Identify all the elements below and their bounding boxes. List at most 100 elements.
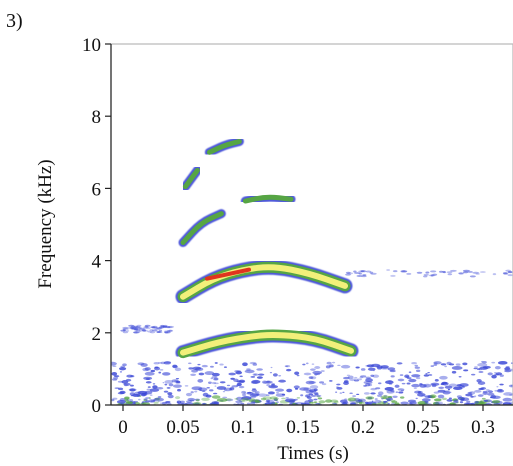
noise-speck	[124, 397, 130, 401]
noise-speck	[275, 392, 279, 394]
noise-speck	[257, 373, 265, 376]
noise-speck	[507, 274, 513, 277]
noise-speck	[223, 387, 233, 392]
noise-speck	[347, 397, 357, 402]
noise-speck	[122, 331, 129, 334]
noise-speck	[491, 374, 497, 379]
noise-speck	[159, 369, 164, 371]
noise-speck	[446, 361, 452, 366]
noise-speck	[257, 393, 268, 397]
noise-speck	[455, 363, 461, 366]
noise-speck	[129, 392, 135, 396]
noise-speck	[213, 392, 218, 395]
y-tick-label: 8	[92, 107, 102, 128]
noise-speck	[347, 272, 354, 275]
noise-speck	[397, 378, 405, 382]
noise-speck	[310, 368, 316, 371]
noise-speck	[204, 371, 215, 376]
noise-speck	[308, 398, 314, 402]
noise-speck	[143, 398, 148, 401]
noise-speck	[374, 398, 378, 400]
noise-speck	[184, 385, 189, 387]
noise-speck	[424, 401, 429, 404]
noise-speck	[433, 391, 440, 394]
noise-speck	[458, 376, 462, 378]
x-tick-label: 0.05	[166, 417, 199, 438]
noise-speck	[267, 391, 275, 395]
noise-speck	[272, 373, 278, 377]
noise-speck	[371, 400, 374, 402]
noise-speck	[363, 385, 367, 387]
noise-speck	[235, 385, 239, 387]
noise-speck	[162, 372, 171, 376]
y-tick-label: 6	[92, 179, 102, 200]
noise-speck	[211, 375, 218, 378]
noise-speck	[262, 396, 272, 401]
noise-speck	[195, 399, 200, 402]
noise-speck	[392, 270, 398, 273]
noise-speck	[477, 381, 486, 385]
noise-speck	[256, 368, 263, 371]
noise-speck	[249, 361, 257, 365]
noise-speck	[226, 384, 231, 387]
noise-speck	[153, 397, 164, 402]
noise-speck	[130, 326, 137, 329]
noise-speck	[249, 395, 257, 399]
noise-speck	[477, 394, 484, 397]
noise-speck	[122, 328, 129, 331]
noise-speck	[163, 390, 169, 393]
noise-speck	[133, 331, 140, 334]
noise-speck	[253, 373, 257, 376]
noise-speck	[167, 326, 173, 329]
harmonic-h3-mid	[180, 211, 224, 246]
noise-speck	[197, 378, 204, 383]
noise-speck	[152, 325, 158, 328]
noise-speck	[261, 380, 268, 384]
noise-speck	[113, 376, 119, 380]
noise-speck	[157, 400, 160, 402]
noise-speck	[358, 270, 364, 273]
noise-speck	[398, 391, 404, 394]
noise-speck	[431, 383, 437, 388]
noise-speck	[458, 272, 465, 275]
noise-speck	[499, 383, 504, 386]
noise-speck	[265, 394, 270, 397]
noise-speck	[377, 394, 382, 397]
noise-speck	[411, 383, 420, 388]
noise-speck	[458, 272, 463, 275]
noise-speck	[469, 275, 476, 278]
harmonic-h4b-mid	[206, 138, 242, 155]
noise-speck	[491, 400, 501, 404]
noise-speck	[285, 365, 288, 367]
noise-speck	[213, 401, 220, 405]
noise-speck	[199, 389, 203, 391]
noise-speck	[425, 271, 430, 274]
noise-speck	[167, 325, 175, 328]
noise-speck	[430, 365, 434, 368]
noise-speck	[270, 384, 276, 388]
noise-speck	[157, 362, 162, 364]
noise-speck	[365, 270, 372, 273]
noise-speck	[150, 369, 156, 373]
noise-speck	[135, 328, 141, 331]
noise-speck	[416, 377, 421, 380]
noise-speck	[507, 271, 513, 274]
noise-speck	[130, 384, 134, 387]
y-tick-label: 10	[82, 35, 101, 56]
harmonic-h3b-mid	[242, 194, 294, 204]
noise-speck	[321, 383, 327, 386]
noise-speck	[401, 382, 406, 385]
noise-speck	[162, 382, 165, 384]
noise-speck	[192, 402, 202, 405]
noise-speck	[485, 389, 490, 391]
noise-speck	[185, 392, 193, 397]
noise-speck	[163, 324, 168, 327]
noise-speck	[329, 399, 339, 403]
noise-speck	[147, 386, 151, 388]
noise-speck	[147, 330, 153, 333]
noise-speck	[144, 390, 153, 395]
noise-speck	[370, 392, 376, 395]
noise-speck	[446, 398, 453, 402]
noise-speck	[448, 383, 457, 387]
